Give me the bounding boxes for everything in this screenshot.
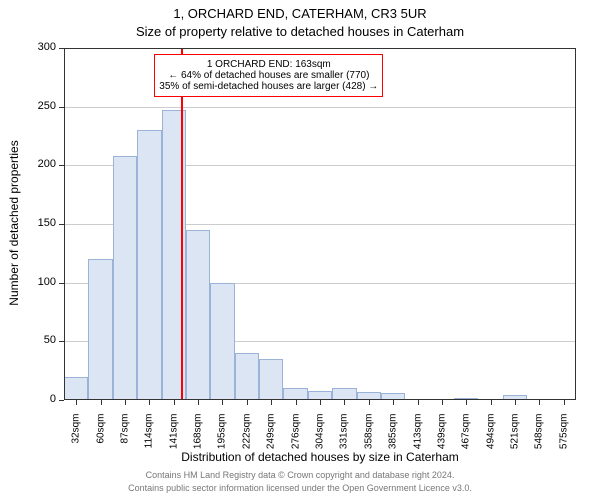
y-tick-label: 150 — [16, 217, 56, 229]
x-tick-mark — [442, 400, 443, 405]
chart-subtitle: Size of property relative to detached ho… — [0, 24, 600, 39]
x-tick-label: 413sqm — [412, 414, 423, 464]
x-tick-mark — [418, 400, 419, 405]
y-tick-label: 100 — [16, 276, 56, 288]
x-tick-mark — [491, 400, 492, 405]
x-tick-label: 60sqm — [95, 414, 106, 464]
y-tick-label: 300 — [16, 41, 56, 53]
x-tick-mark — [296, 400, 297, 405]
y-tick-mark — [59, 48, 64, 49]
y-tick-mark — [59, 341, 64, 342]
x-tick-label: 222sqm — [241, 414, 252, 464]
x-tick-mark — [149, 400, 150, 405]
x-tick-label: 439sqm — [436, 414, 447, 464]
y-tick-label: 0 — [16, 393, 56, 405]
y-tick-mark — [59, 107, 64, 108]
y-tick-label: 200 — [16, 158, 56, 170]
x-tick-label: 114sqm — [144, 414, 155, 464]
y-tick-label: 250 — [16, 100, 56, 112]
x-tick-mark — [564, 400, 565, 405]
y-tick-mark — [59, 224, 64, 225]
x-tick-mark — [344, 400, 345, 405]
annotation-box: 1 ORCHARD END: 163sqm ← 64% of detached … — [154, 54, 383, 97]
x-tick-label: 358sqm — [363, 414, 374, 464]
x-tick-mark — [76, 400, 77, 405]
x-tick-mark — [222, 400, 223, 405]
annotation-line-2: ← 64% of detached houses are smaller (77… — [159, 70, 378, 81]
y-tick-mark — [59, 283, 64, 284]
x-tick-label: 276sqm — [290, 414, 301, 464]
plot-border — [64, 48, 576, 400]
y-tick-mark — [59, 165, 64, 166]
annotation-line-3: 35% of semi-detached houses are larger (… — [159, 81, 378, 92]
x-tick-mark — [174, 400, 175, 405]
x-tick-mark — [466, 400, 467, 405]
x-tick-label: 385sqm — [388, 414, 399, 464]
x-tick-label: 168sqm — [193, 414, 204, 464]
x-tick-label: 494sqm — [485, 414, 496, 464]
x-tick-mark — [369, 400, 370, 405]
x-tick-mark — [393, 400, 394, 405]
x-tick-label: 87sqm — [119, 414, 130, 464]
x-tick-mark — [539, 400, 540, 405]
plot-area — [64, 48, 576, 400]
x-tick-mark — [515, 400, 516, 405]
x-tick-label: 521sqm — [510, 414, 521, 464]
chart-address-title: 1, ORCHARD END, CATERHAM, CR3 5UR — [0, 6, 600, 21]
footer-line-1: Contains HM Land Registry data © Crown c… — [0, 470, 600, 480]
x-tick-mark — [247, 400, 248, 405]
y-tick-mark — [59, 400, 64, 401]
x-tick-label: 141sqm — [168, 414, 179, 464]
x-tick-label: 304sqm — [315, 414, 326, 464]
x-tick-label: 467sqm — [461, 414, 472, 464]
x-tick-label: 195sqm — [217, 414, 228, 464]
chart-container: 1, ORCHARD END, CATERHAM, CR3 5UR Size o… — [0, 0, 600, 500]
x-tick-label: 249sqm — [266, 414, 277, 464]
x-tick-label: 548sqm — [534, 414, 545, 464]
x-tick-label: 331sqm — [339, 414, 350, 464]
x-tick-mark — [320, 400, 321, 405]
x-tick-mark — [198, 400, 199, 405]
x-tick-label: 575sqm — [558, 414, 569, 464]
y-tick-label: 50 — [16, 334, 56, 346]
x-tick-mark — [271, 400, 272, 405]
x-tick-label: 32sqm — [71, 414, 82, 464]
x-tick-mark — [125, 400, 126, 405]
annotation-line-1: 1 ORCHARD END: 163sqm — [159, 59, 378, 70]
footer-line-2: Contains public sector information licen… — [0, 483, 600, 493]
x-tick-mark — [101, 400, 102, 405]
